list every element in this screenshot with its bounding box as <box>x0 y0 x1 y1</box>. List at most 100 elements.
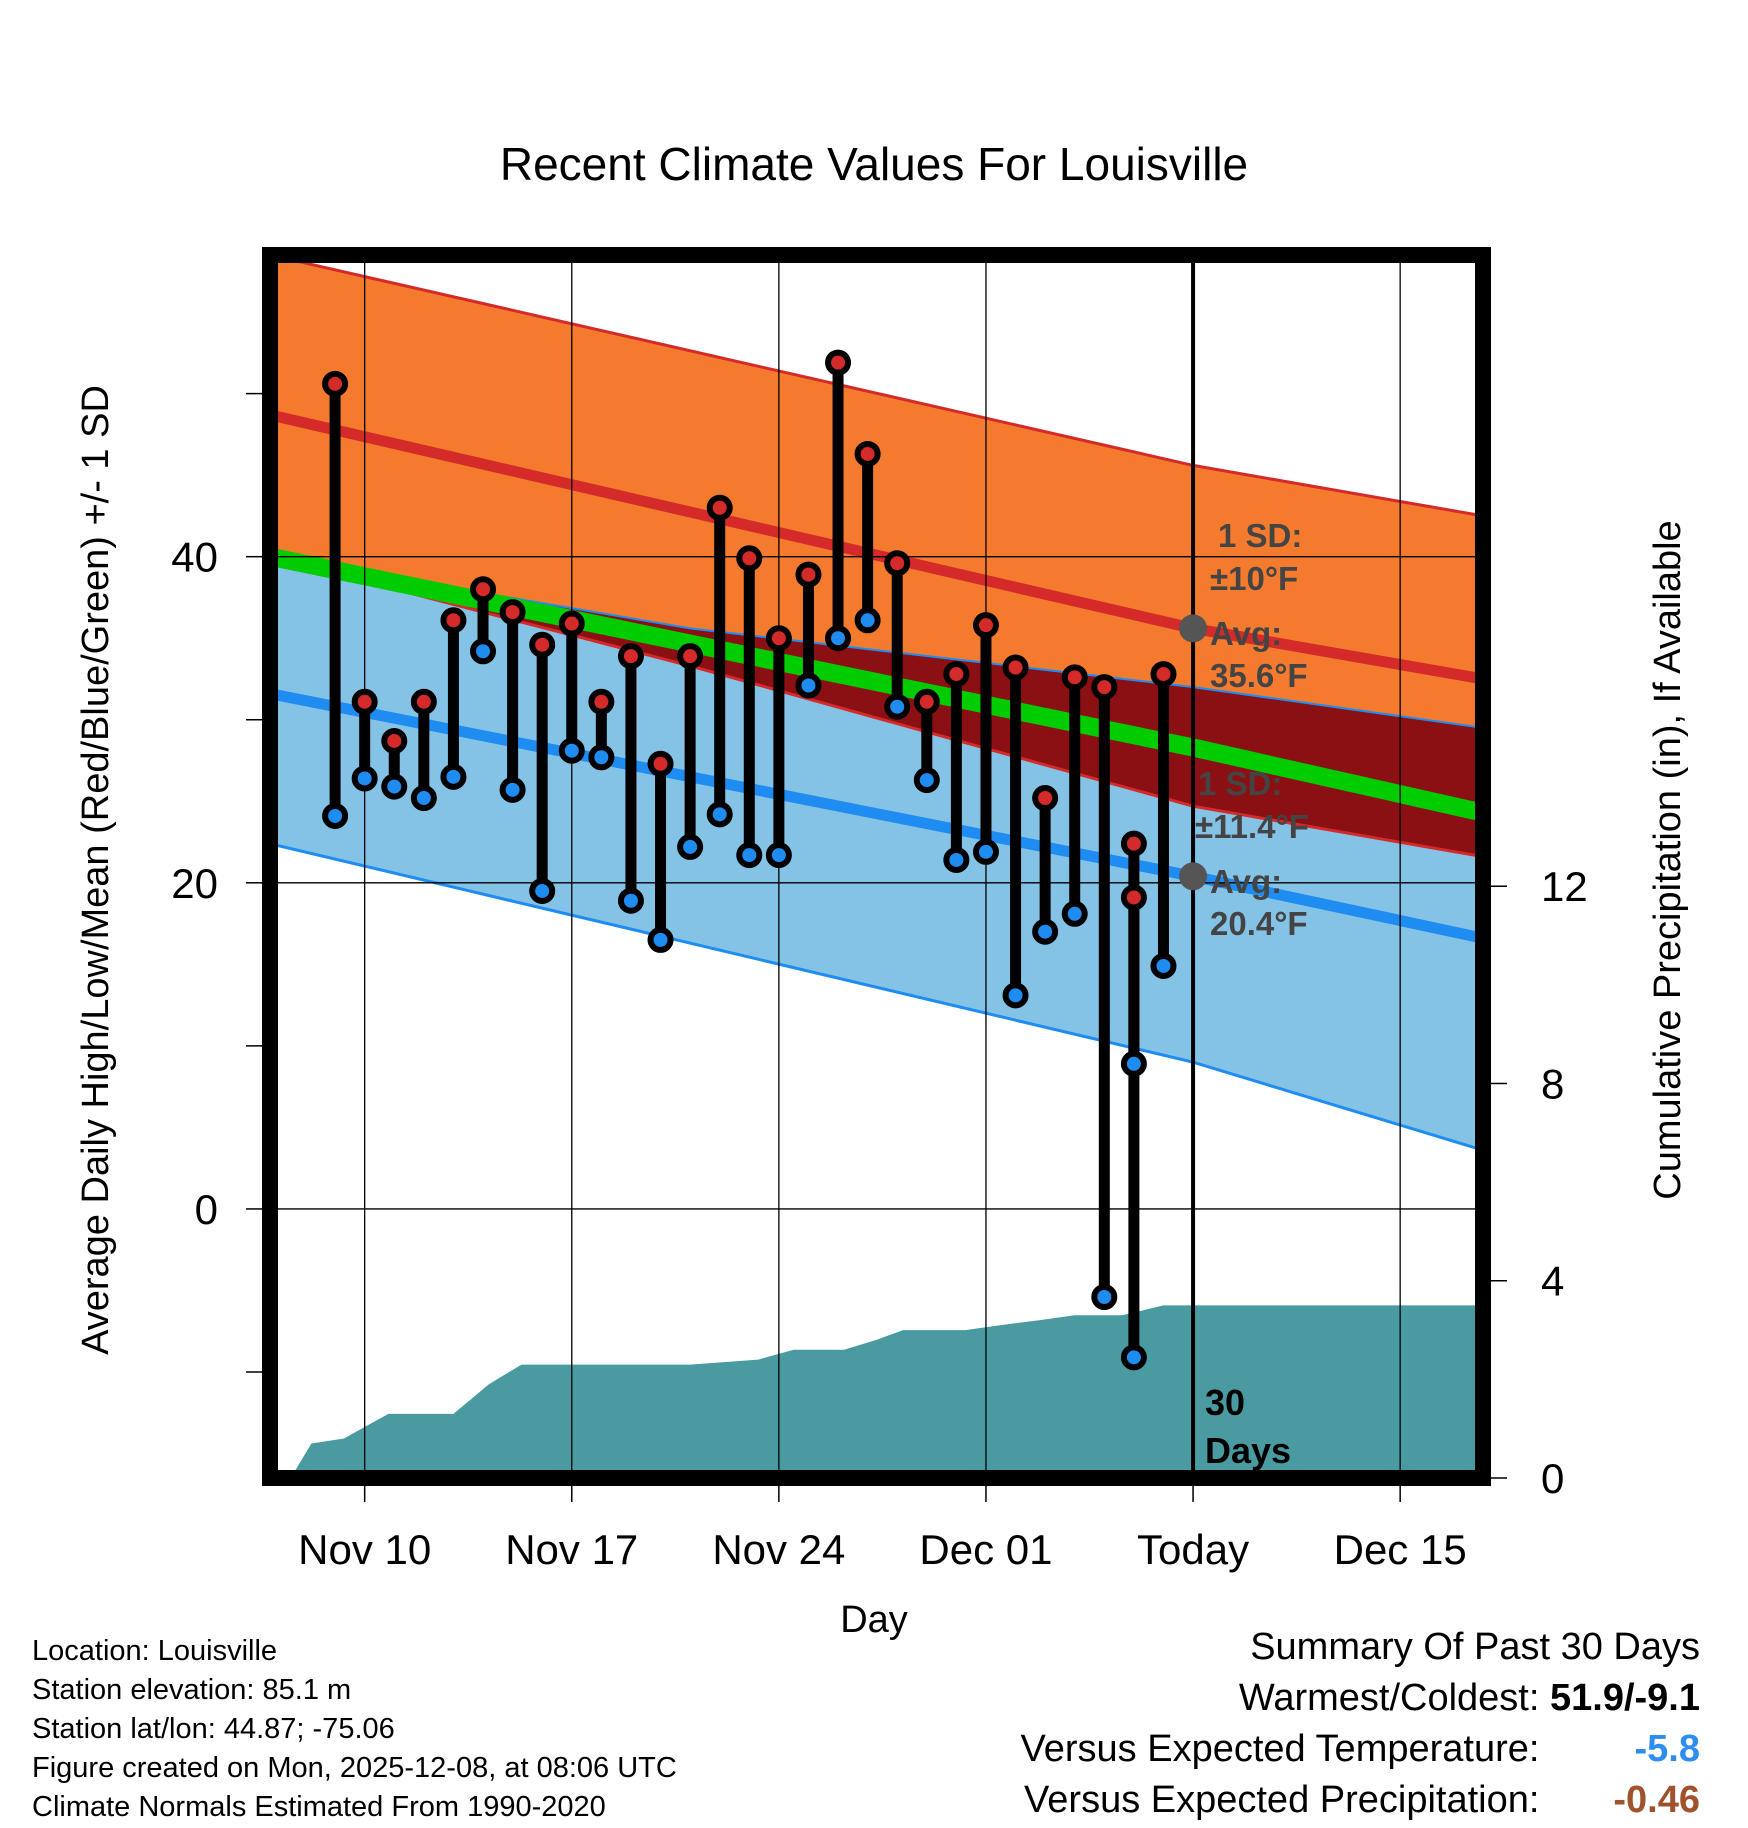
days-annotation: 30 Days <box>1205 1382 1291 1471</box>
low-point-9 <box>588 744 615 771</box>
high-point-8 <box>558 610 585 637</box>
summary-temp-value: -5.8 <box>1634 1728 1700 1770</box>
station-info: Location: Louisville Station elevation: … <box>32 1632 677 1827</box>
high-point-23 <box>1002 654 1029 681</box>
info-normals: Climate Normals Estimated From 1990-2020 <box>32 1791 606 1823</box>
y-axis-label-right: Cumulative Precipitation (in), If Availa… <box>1647 520 1689 1199</box>
x-tick-label-2: Nov 24 <box>712 1526 845 1573</box>
y-left-tick-label-20: 20 <box>171 860 218 907</box>
high-point-15 <box>765 625 792 652</box>
x-tick-label-5: Dec 15 <box>1334 1526 1467 1573</box>
high-point-5 <box>470 576 497 603</box>
summary-panel: Summary Of Past 30 Days Warmest/Coldest:… <box>1021 1622 1700 1826</box>
low-point-14 <box>736 842 763 869</box>
low-sd-label: 1 SD: <box>1198 765 1282 802</box>
x-axis-label: Day <box>840 1599 908 1641</box>
high-point-1 <box>351 688 378 715</box>
low-point-21 <box>943 846 970 873</box>
high-point-29 <box>1120 830 1147 857</box>
y-right-tick-label-0: 0 <box>1541 1455 1564 1502</box>
high-point-13 <box>706 494 733 521</box>
low-point-13 <box>706 801 733 828</box>
plot-area <box>270 255 1483 1478</box>
high-point-24 <box>1032 785 1059 812</box>
low-point-20 <box>913 767 940 794</box>
high-point-22 <box>972 612 999 639</box>
high-point-16 <box>795 561 822 588</box>
high-point-4 <box>440 607 467 634</box>
summary-title: Summary Of Past 30 Days <box>1250 1626 1700 1668</box>
summary-precip-label: Versus Expected Precipitation: <box>1024 1779 1540 1821</box>
low-avg-value: 20.4°F <box>1210 905 1308 942</box>
low-point-11 <box>647 926 674 953</box>
low-point-27 <box>1120 1344 1147 1371</box>
high-avg-label: Avg: <box>1210 615 1282 652</box>
low-point-18 <box>854 607 881 634</box>
high-point-21 <box>943 661 970 688</box>
low-point-24 <box>1032 918 1059 945</box>
x-tick-label-4: Today <box>1137 1526 1249 1573</box>
plot-frame <box>262 247 1491 1486</box>
high-point-19 <box>884 550 911 577</box>
y-right-tick-label-4: 4 <box>1541 1258 1564 1305</box>
days-count-label: 30 <box>1205 1382 1245 1423</box>
high-sd-band <box>270 255 1483 813</box>
low-avg-label: Avg: <box>1210 863 1282 900</box>
high-point-25 <box>1061 664 1088 691</box>
low-point-26 <box>1091 1283 1118 1310</box>
low-point-12 <box>677 833 704 860</box>
summary-warmest-value: 51.9/-9.1 <box>1550 1677 1700 1719</box>
x-tick-label-0: Nov 10 <box>298 1526 431 1573</box>
y-left-tick-label-40: 40 <box>171 534 218 581</box>
low-point-25 <box>1061 900 1088 927</box>
low-point-23 <box>1002 982 1029 1009</box>
high-point-11 <box>647 750 674 777</box>
high-point-2 <box>381 727 408 754</box>
low-point-28 <box>1150 952 1177 979</box>
high-point-17 <box>825 349 852 376</box>
low-point-0 <box>322 802 349 829</box>
x-tick-label-3: Dec 01 <box>919 1526 1052 1573</box>
chart-title: Recent Climate Values For Louisville <box>500 138 1248 190</box>
high-point-12 <box>677 643 704 670</box>
low-point-5 <box>470 638 497 665</box>
high-point-7 <box>529 631 556 658</box>
high-point-26 <box>1091 674 1118 701</box>
low-normal-marker <box>1179 862 1208 891</box>
high-point-20 <box>913 688 940 715</box>
low-point-6 <box>499 776 526 803</box>
x-tick-label-1: Nov 17 <box>505 1526 638 1573</box>
low-point-15 <box>765 842 792 869</box>
high-point-10 <box>617 643 644 670</box>
low-point-17 <box>825 625 852 652</box>
summary-warmest-label: Warmest/Coldest: <box>1238 1677 1540 1719</box>
high-sd-label: 1 SD: <box>1218 517 1302 554</box>
low-point-3 <box>410 785 437 812</box>
summary-warmest-row: Warmest/Coldest: 51.9/-9.1 <box>1021 1673 1700 1724</box>
axes: Nov 10 Nov 17 Nov 24 Dec 01 Today Dec 1502040… <box>171 392 1588 1573</box>
high-avg-value: 35.6°F <box>1210 657 1308 694</box>
high-point-14 <box>736 545 763 572</box>
high-sd-value: ±10°F <box>1210 560 1298 597</box>
low-point-16 <box>795 672 822 699</box>
precip-area <box>290 1305 1483 1478</box>
y-right-tick-label-8: 8 <box>1541 1060 1564 1107</box>
daily-observations <box>322 349 1177 1371</box>
low-point-22 <box>972 838 999 865</box>
info-location: Location: Louisville <box>32 1635 278 1667</box>
low-point-10 <box>617 887 644 914</box>
low-point-29 <box>1120 1050 1147 1077</box>
low-point-2 <box>381 773 408 800</box>
summary-temp-row: Versus Expected Temperature: -5.8 <box>1021 1724 1700 1775</box>
low-normal-annotation: 1 SD: ±11.4°F Avg: 20.4°F <box>1195 765 1309 942</box>
high-normal-annotation: 1 SD: ±10°F Avg: 35.6°F <box>1210 517 1308 694</box>
summary-precip-row: Versus Expected Precipitation: -0.46 <box>1021 1775 1700 1826</box>
high-normal-marker <box>1179 614 1208 643</box>
info-created: Figure created on Mon, 2025-12-08, at 08… <box>32 1752 677 1784</box>
high-point-28 <box>1150 661 1177 688</box>
summary-temp-label: Versus Expected Temperature: <box>1020 1728 1540 1770</box>
y-left-tick-label-0: 0 <box>195 1186 218 1233</box>
high-point-9 <box>588 688 615 715</box>
high-point-18 <box>854 440 881 467</box>
